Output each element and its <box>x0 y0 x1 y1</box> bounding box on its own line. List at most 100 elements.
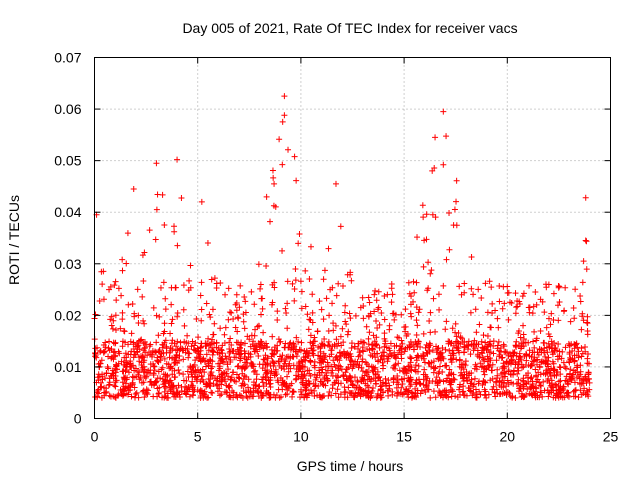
data-point <box>311 338 318 345</box>
data-point <box>152 348 159 355</box>
data-point <box>262 367 269 374</box>
data-point <box>364 389 371 396</box>
data-point <box>249 393 256 400</box>
data-point <box>472 386 479 393</box>
data-point <box>487 377 494 384</box>
data-point <box>402 306 409 313</box>
data-point <box>153 349 160 356</box>
data-point <box>115 285 122 292</box>
data-point <box>162 384 169 391</box>
data-point <box>434 382 441 389</box>
data-point <box>472 394 479 401</box>
data-point <box>508 353 515 360</box>
data-point <box>463 392 470 399</box>
data-point <box>494 315 501 322</box>
data-point <box>416 306 423 313</box>
data-point <box>346 310 353 317</box>
y-tick-label: 0.07 <box>54 50 81 66</box>
data-point <box>373 297 380 304</box>
data-point <box>371 366 378 373</box>
data-point <box>419 202 426 209</box>
data-point <box>344 331 351 338</box>
data-point <box>319 341 326 348</box>
data-point <box>544 357 551 364</box>
data-point <box>162 295 169 302</box>
data-point <box>498 379 505 386</box>
data-point <box>236 375 243 382</box>
data-point <box>161 388 168 395</box>
data-point <box>112 394 119 401</box>
data-point <box>481 392 488 399</box>
data-point <box>459 335 466 342</box>
data-point <box>253 371 260 378</box>
data-point <box>379 365 386 372</box>
data-point <box>537 382 544 389</box>
data-point <box>195 334 202 341</box>
data-point <box>398 311 405 318</box>
data-point <box>528 384 535 391</box>
data-point <box>205 376 212 383</box>
data-point <box>320 316 327 323</box>
data-point <box>238 393 245 400</box>
data-point <box>386 347 393 354</box>
data-point <box>226 309 233 316</box>
data-point <box>108 313 115 320</box>
data-point <box>391 349 398 356</box>
data-point <box>379 359 386 366</box>
data-point <box>233 291 240 298</box>
data-point <box>443 256 450 263</box>
data-point <box>523 352 530 359</box>
data-point <box>218 346 225 353</box>
data-point <box>577 371 584 378</box>
data-point <box>420 376 427 383</box>
data-point <box>354 392 361 399</box>
data-point <box>326 312 333 319</box>
data-point <box>141 249 148 256</box>
data-point <box>173 352 180 359</box>
y-tick-label: 0.03 <box>54 256 81 272</box>
data-point <box>257 341 264 348</box>
data-point <box>203 300 210 307</box>
data-point <box>370 384 377 391</box>
data-point <box>174 313 181 320</box>
data-point <box>153 339 160 346</box>
data-point <box>526 347 533 354</box>
data-point <box>105 382 112 389</box>
data-point <box>412 362 419 369</box>
data-point <box>318 306 325 313</box>
data-point <box>118 390 125 397</box>
data-point <box>461 280 468 287</box>
data-point <box>578 345 585 352</box>
data-point <box>257 338 264 345</box>
data-point <box>516 300 523 307</box>
data-point <box>148 378 155 385</box>
data-point <box>190 363 197 370</box>
data-point <box>296 359 303 366</box>
data-point <box>240 311 247 318</box>
data-point <box>269 351 276 358</box>
y-tick-label: 0.04 <box>54 204 81 220</box>
data-point <box>198 279 205 286</box>
data-point <box>567 318 574 325</box>
data-point <box>214 381 221 388</box>
data-point <box>556 378 563 385</box>
data-point <box>429 211 436 218</box>
data-point <box>233 393 240 400</box>
data-point <box>286 360 293 367</box>
data-point <box>478 338 485 345</box>
data-point <box>155 332 162 339</box>
data-point <box>107 283 114 290</box>
data-point <box>405 377 412 384</box>
data-point <box>351 392 358 399</box>
data-point <box>173 390 180 397</box>
data-point <box>276 394 283 401</box>
data-point <box>460 349 467 356</box>
data-point <box>146 343 153 350</box>
data-point <box>291 153 298 160</box>
data-point <box>284 373 291 380</box>
data-point <box>168 320 175 327</box>
data-point <box>275 336 282 343</box>
data-point <box>426 340 433 347</box>
data-point <box>189 338 196 345</box>
data-point <box>174 310 181 317</box>
